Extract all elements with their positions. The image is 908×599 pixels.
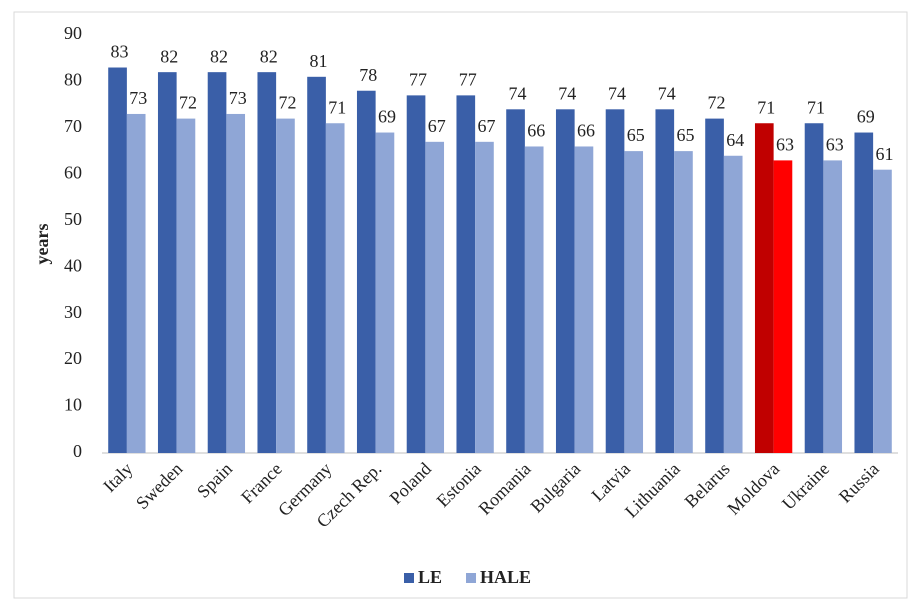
data-label: 63 bbox=[776, 135, 794, 155]
y-tick-label: 50 bbox=[64, 209, 82, 229]
data-label: 71 bbox=[328, 97, 346, 117]
x-tick-label: Lithuania bbox=[621, 459, 684, 522]
data-label: 67 bbox=[428, 116, 446, 136]
data-label: 72 bbox=[278, 93, 296, 113]
data-label: 71 bbox=[807, 97, 825, 117]
legend-swatch bbox=[466, 573, 477, 583]
bar bbox=[126, 113, 146, 453]
y-tick-label: 60 bbox=[64, 162, 82, 182]
data-label: 69 bbox=[857, 107, 875, 127]
bar bbox=[754, 123, 774, 453]
bar bbox=[873, 169, 892, 453]
bar bbox=[456, 95, 476, 453]
x-tick-label: Spain bbox=[193, 459, 236, 502]
data-label: 78 bbox=[359, 65, 377, 85]
data-label: 74 bbox=[608, 83, 626, 103]
y-tick-label: 30 bbox=[64, 302, 82, 322]
bar bbox=[276, 118, 295, 453]
bar bbox=[823, 160, 843, 453]
x-tick-label: Romania bbox=[475, 459, 535, 519]
x-tick-label: Sweden bbox=[132, 459, 186, 513]
y-tick-label: 70 bbox=[64, 116, 82, 136]
data-label: 63 bbox=[826, 135, 844, 155]
data-label: 83 bbox=[111, 42, 129, 62]
legend-label: LE bbox=[418, 567, 442, 587]
data-label: 74 bbox=[558, 83, 576, 103]
data-label: 81 bbox=[310, 51, 328, 71]
bar bbox=[307, 76, 326, 454]
data-label: 69 bbox=[378, 107, 396, 127]
bar bbox=[375, 132, 395, 454]
data-label: 82 bbox=[160, 46, 178, 66]
data-label: 72 bbox=[708, 93, 726, 113]
data-label: 65 bbox=[627, 125, 645, 145]
data-label: 72 bbox=[179, 93, 197, 113]
bar bbox=[325, 123, 345, 453]
x-tick-label: Moldova bbox=[723, 459, 783, 519]
data-label: 61 bbox=[875, 144, 893, 164]
x-tick-label: Ukraine bbox=[778, 459, 833, 514]
y-tick-label: 20 bbox=[64, 348, 82, 368]
bar bbox=[674, 151, 693, 453]
y-tick-label: 10 bbox=[64, 395, 82, 415]
x-tick-label: Russia bbox=[835, 459, 883, 507]
bar bbox=[655, 109, 675, 454]
bar bbox=[108, 67, 127, 453]
data-label: 73 bbox=[229, 88, 247, 108]
bar bbox=[176, 118, 196, 453]
x-tick-label: Poland bbox=[386, 459, 436, 509]
data-label: 66 bbox=[527, 121, 545, 141]
bar bbox=[226, 113, 246, 453]
data-label: 73 bbox=[129, 88, 147, 108]
bar bbox=[854, 132, 874, 454]
data-label: 77 bbox=[409, 70, 427, 90]
data-label: 66 bbox=[577, 121, 595, 141]
bar bbox=[406, 95, 426, 453]
bar bbox=[506, 109, 525, 454]
legend-swatch bbox=[404, 573, 414, 583]
y-tick-label: 0 bbox=[73, 441, 82, 461]
bar bbox=[257, 72, 277, 454]
data-label: 65 bbox=[676, 125, 694, 145]
bar bbox=[425, 141, 445, 454]
data-label: 74 bbox=[509, 83, 527, 103]
bar bbox=[804, 123, 824, 453]
bar bbox=[356, 90, 376, 453]
data-label: 67 bbox=[477, 116, 495, 136]
y-tick-label: 80 bbox=[64, 70, 82, 90]
data-label: 82 bbox=[210, 46, 228, 66]
x-tick-label: Bulgaria bbox=[526, 459, 584, 517]
bar bbox=[574, 146, 594, 453]
data-label: 77 bbox=[459, 70, 477, 90]
bar bbox=[524, 146, 544, 453]
x-tick-label: Latvia bbox=[587, 459, 634, 506]
bar bbox=[723, 155, 743, 453]
bar bbox=[207, 72, 227, 454]
data-label: 74 bbox=[658, 83, 676, 103]
bar bbox=[157, 72, 177, 454]
legend-label: HALE bbox=[480, 567, 531, 587]
bar bbox=[605, 109, 625, 454]
bar bbox=[705, 118, 724, 453]
bar bbox=[475, 141, 494, 454]
data-label: 82 bbox=[260, 46, 278, 66]
data-label: 64 bbox=[726, 130, 744, 150]
bar bbox=[624, 151, 644, 453]
x-tick-label: Italy bbox=[99, 459, 136, 496]
data-label: 71 bbox=[757, 97, 775, 117]
bar bbox=[555, 109, 575, 454]
y-tick-label: 90 bbox=[64, 23, 82, 43]
chart-frame bbox=[13, 11, 908, 599]
y-axis-label: years bbox=[32, 224, 52, 265]
x-tick-label: France bbox=[237, 459, 286, 508]
y-tick-label: 40 bbox=[64, 255, 82, 275]
bar bbox=[773, 160, 793, 453]
